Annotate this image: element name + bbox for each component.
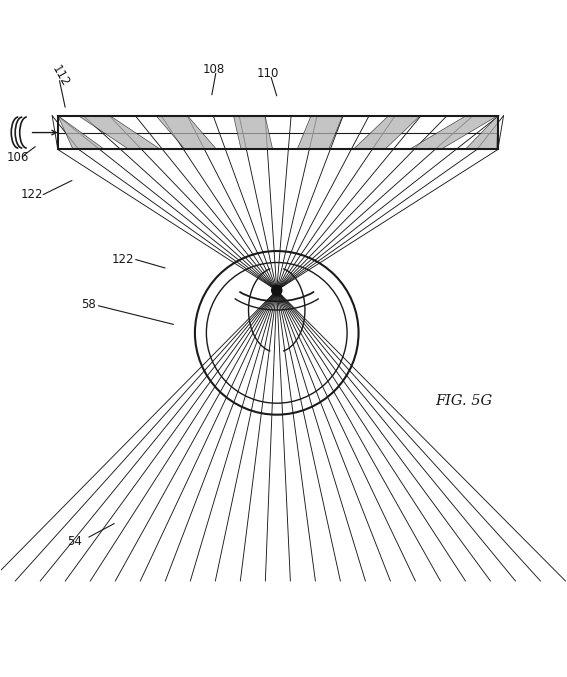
Text: FIG. 5G: FIG. 5G [435,393,493,408]
Polygon shape [465,116,498,150]
Text: 106: 106 [7,152,29,165]
Polygon shape [156,116,217,150]
Text: 110: 110 [256,67,279,80]
Polygon shape [78,116,160,150]
Text: 108: 108 [202,63,225,76]
Polygon shape [353,116,420,150]
Text: 54: 54 [67,535,82,548]
Text: 112: 112 [49,63,72,89]
Polygon shape [58,116,105,150]
Text: 122: 122 [21,188,44,201]
Polygon shape [297,116,342,150]
Circle shape [272,285,282,295]
Text: 122: 122 [112,253,134,266]
Polygon shape [409,116,498,150]
Text: 58: 58 [82,298,96,311]
Polygon shape [234,116,273,150]
